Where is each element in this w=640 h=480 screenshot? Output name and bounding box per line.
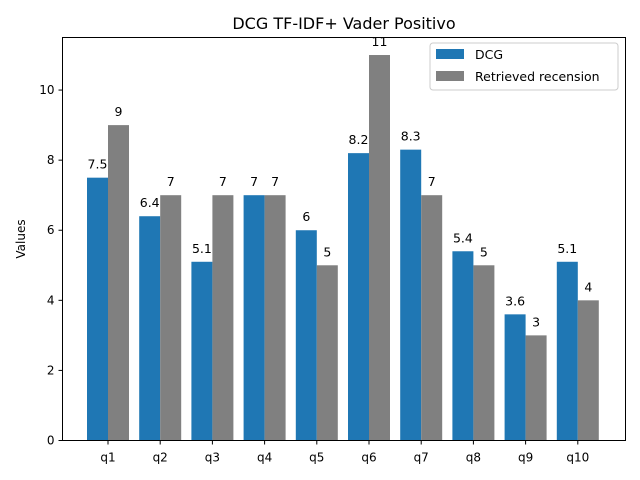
x-tick-label-q1: q1	[100, 451, 115, 465]
data-label-dcg-q7: 8.3	[401, 129, 421, 144]
data-label-retrieved-recension-q7: 7	[428, 174, 436, 189]
y-tick-label: 0	[47, 434, 55, 448]
legend-swatch-dcg	[436, 49, 464, 59]
data-label-dcg-q4: 7	[250, 174, 258, 189]
data-label-retrieved-recension-q8: 5	[480, 244, 488, 259]
bar-dcg-q7	[400, 149, 422, 441]
bar-dcg-q3	[191, 261, 213, 441]
bar-dcg-q10	[556, 261, 578, 441]
y-axis-label: Values	[14, 219, 28, 258]
bar-retrieved-recension-q9	[525, 335, 547, 441]
y-tick-label: 4	[47, 293, 55, 307]
bar-retrieved-recension-q1	[108, 125, 129, 441]
plot-frame	[62, 37, 626, 441]
legend-label-dcg: DCG	[475, 47, 503, 62]
data-label-retrieved-recension-q1: 9	[115, 104, 123, 119]
data-label-dcg-q2: 6.4	[140, 195, 160, 210]
data-label-dcg-q9: 3.6	[505, 293, 525, 308]
data-label-dcg-q3: 5.1	[192, 241, 212, 256]
x-tick-label-q10: q10	[566, 451, 589, 465]
bar-retrieved-recension-q6	[369, 55, 390, 441]
x-tick-label-q2: q2	[153, 451, 168, 465]
legend: DCG Retrieved recension	[429, 42, 619, 91]
bar-retrieved-recension-q3	[212, 195, 234, 441]
data-label-retrieved-recension-q5: 5	[323, 244, 331, 259]
data-label-retrieved-recension-q4: 7	[271, 174, 279, 189]
bar-dcg-q1	[87, 177, 108, 441]
bar-retrieved-recension-q4	[264, 195, 286, 441]
bar-dcg-q4	[243, 195, 265, 441]
data-label-retrieved-recension-q2: 7	[167, 174, 175, 189]
data-label-dcg-q8: 5.4	[453, 230, 473, 245]
bar-retrieved-recension-q5	[316, 265, 338, 441]
x-tick-label-q9: q9	[518, 451, 533, 465]
x-tick-label-q8: q8	[466, 451, 481, 465]
chart-title: DCG TF-IDF+ Vader Positivo	[232, 14, 455, 33]
data-label-retrieved-recension-q6: 11	[372, 34, 388, 49]
data-label-retrieved-recension-q10: 4	[584, 279, 592, 294]
data-label-dcg-q1: 7.5	[88, 157, 108, 172]
bars-layer	[87, 55, 599, 441]
bar-dcg-q6	[348, 153, 369, 441]
legend-box	[429, 42, 619, 91]
bar-dcg-q8	[452, 251, 474, 441]
data-label-dcg-q10: 5.1	[557, 241, 577, 256]
data-label-dcg-q5: 6	[302, 209, 310, 224]
data-label-dcg-q6: 8.2	[349, 132, 369, 147]
bar-dcg-q9	[504, 314, 526, 441]
bar-retrieved-recension-q2	[160, 195, 182, 441]
y-tick-label: 10	[39, 83, 54, 97]
bar-dcg-q2	[139, 216, 161, 441]
legend-swatch-retrieved-recension	[436, 71, 464, 81]
data-label-retrieved-recension-q3: 7	[219, 174, 227, 189]
x-tick-label-q7: q7	[414, 451, 429, 465]
x-tick-label-q3: q3	[205, 451, 220, 465]
x-tick-label-q6: q6	[361, 451, 376, 465]
y-tick-label: 8	[47, 153, 55, 167]
y-axis: 0 2 4 6 8 10	[39, 83, 63, 448]
bar-dcg-q5	[295, 230, 317, 441]
data-label-retrieved-recension-q9: 3	[532, 314, 540, 329]
x-tick-label-q4: q4	[257, 451, 272, 465]
bar-retrieved-recension-q10	[577, 300, 599, 441]
bar-retrieved-recension-q7	[421, 195, 443, 441]
x-axis: q1 q2 q3 q4 q5 q6 q7 q8 q9 q10	[100, 440, 589, 465]
y-tick-label: 6	[47, 223, 55, 237]
legend-label-retrieved-recension: Retrieved recension	[475, 69, 600, 84]
bar-retrieved-recension-q8	[473, 265, 495, 441]
x-tick-label-q5: q5	[309, 451, 324, 465]
y-tick-label: 2	[47, 363, 55, 377]
